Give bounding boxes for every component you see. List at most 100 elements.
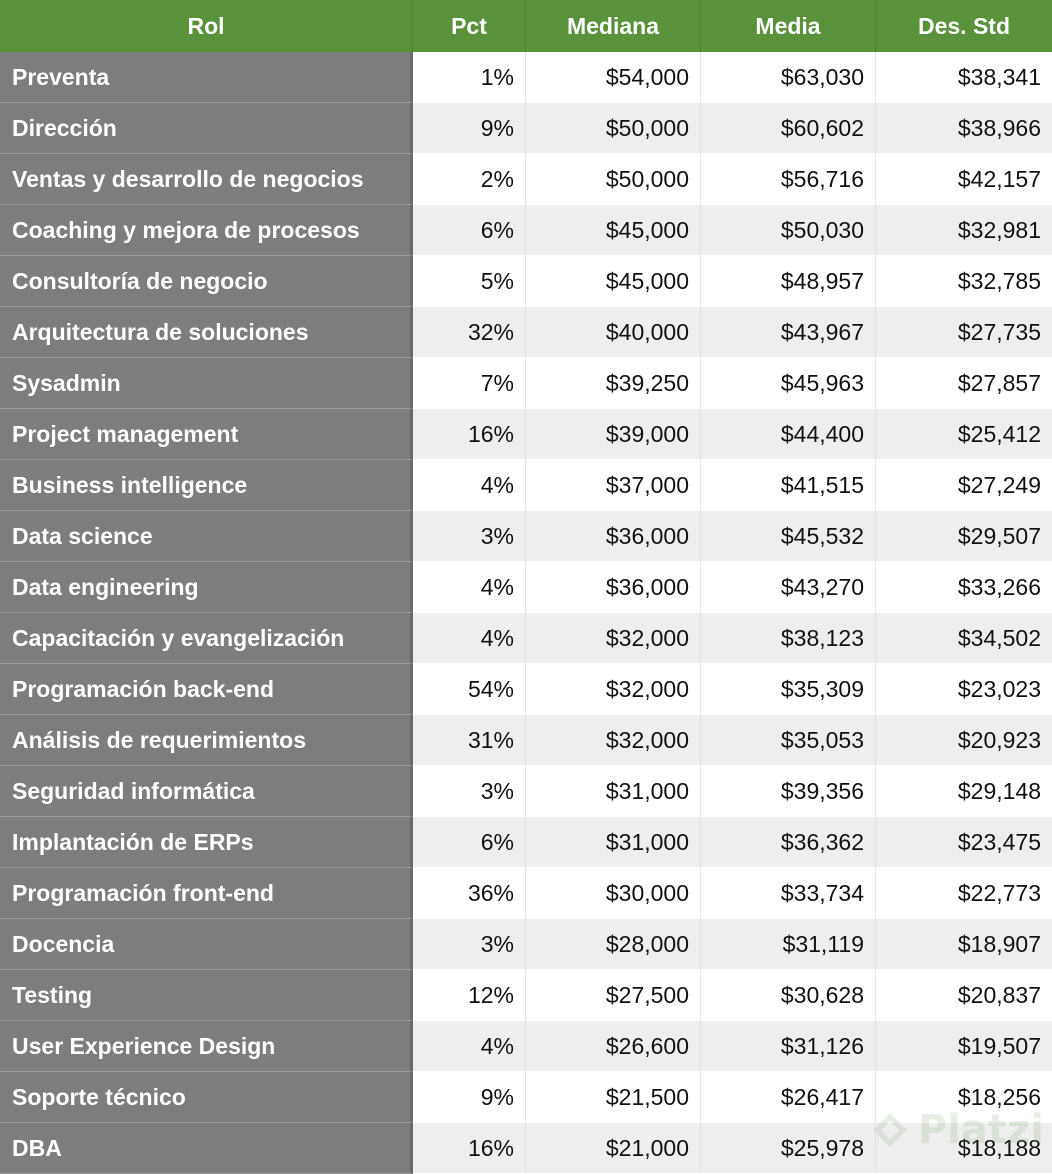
table-row: Ventas y desarrollo de negocios 2% $50,000… [0, 154, 1052, 205]
cell-rol: Programación front-end [0, 868, 413, 919]
cell-media: $30,628 [701, 970, 876, 1021]
cell-mediana: $54,000 [526, 52, 701, 103]
header-mediana: Mediana [526, 0, 701, 52]
cell-rol: Coaching y mejora de procesos [0, 205, 413, 256]
cell-media: $41,515 [701, 460, 876, 511]
cell-mediana: $45,000 [526, 256, 701, 307]
cell-media: $43,967 [701, 307, 876, 358]
cell-pct: 6% [413, 205, 526, 256]
cell-des-std: $20,837 [876, 970, 1052, 1021]
cell-mediana: $28,000 [526, 919, 701, 970]
cell-des-std: $23,023 [876, 664, 1052, 715]
cell-media: $33,734 [701, 868, 876, 919]
cell-media: $44,400 [701, 409, 876, 460]
cell-media: $31,126 [701, 1021, 876, 1072]
cell-pct: 54% [413, 664, 526, 715]
cell-pct: 36% [413, 868, 526, 919]
cell-media: $25,978 [701, 1123, 876, 1174]
cell-pct: 4% [413, 460, 526, 511]
cell-des-std: $23,475 [876, 817, 1052, 868]
table-row: DBA 16% $21,000 $25,978 $18,188 [0, 1123, 1052, 1174]
cell-mediana: $27,500 [526, 970, 701, 1021]
cell-rol: Docencia [0, 919, 413, 970]
cell-pct: 16% [413, 1123, 526, 1174]
cell-rol: Business intelligence [0, 460, 413, 511]
cell-pct: 9% [413, 103, 526, 154]
cell-rol: Programación back-end [0, 664, 413, 715]
cell-rol: Testing [0, 970, 413, 1021]
table-row: Consultoría de negocio 5% $45,000 $48,957 $3… [0, 256, 1052, 307]
cell-rol: Implantación de ERPs [0, 817, 413, 868]
cell-mediana: $39,000 [526, 409, 701, 460]
table-row: Seguridad informática 3% $31,000 $39,356 $29… [0, 766, 1052, 817]
cell-des-std: $27,857 [876, 358, 1052, 409]
table-body: Preventa 1% $54,000 $63,030 $38,341 Dirección… [0, 52, 1052, 1174]
table-row: Data engineering 4% $36,000 $43,270 $33,266 [0, 562, 1052, 613]
header-rol: Rol [0, 0, 413, 52]
table-row: Data science 3% $36,000 $45,532 $29,507 [0, 511, 1052, 562]
cell-mediana: $21,500 [526, 1072, 701, 1123]
cell-media: $60,602 [701, 103, 876, 154]
cell-rol: Sysadmin [0, 358, 413, 409]
header-media: Media [701, 0, 876, 52]
cell-mediana: $50,000 [526, 103, 701, 154]
table-row: Coaching y mejora de procesos 6% $45,000 $5… [0, 205, 1052, 256]
table-row: User Experience Design 4% $26,600 $31,126 $1… [0, 1021, 1052, 1072]
cell-des-std: $42,157 [876, 154, 1052, 205]
cell-rol: Capacitación y evangelización [0, 613, 413, 664]
cell-mediana: $31,000 [526, 766, 701, 817]
cell-pct: 4% [413, 1021, 526, 1072]
cell-pct: 3% [413, 766, 526, 817]
cell-des-std: $27,249 [876, 460, 1052, 511]
cell-mediana: $37,000 [526, 460, 701, 511]
cell-media: $45,532 [701, 511, 876, 562]
cell-mediana: $30,000 [526, 868, 701, 919]
cell-pct: 4% [413, 562, 526, 613]
cell-mediana: $31,000 [526, 817, 701, 868]
cell-mediana: $45,000 [526, 205, 701, 256]
table-row: Programación back-end 54% $32,000 $35,309 $2… [0, 664, 1052, 715]
table-row: Soporte técnico 9% $21,500 $26,417 $18,256 [0, 1072, 1052, 1123]
cell-media: $36,362 [701, 817, 876, 868]
cell-rol: DBA [0, 1123, 413, 1174]
cell-rol: Arquitectura de soluciones [0, 307, 413, 358]
table-row: Sysadmin 7% $39,250 $45,963 $27,857 [0, 358, 1052, 409]
cell-pct: 1% [413, 52, 526, 103]
cell-mediana: $39,250 [526, 358, 701, 409]
cell-des-std: $20,923 [876, 715, 1052, 766]
cell-des-std: $33,266 [876, 562, 1052, 613]
cell-media: $56,716 [701, 154, 876, 205]
cell-des-std: $19,507 [876, 1021, 1052, 1072]
cell-media: $50,030 [701, 205, 876, 256]
cell-media: $38,123 [701, 613, 876, 664]
cell-rol: Soporte técnico [0, 1072, 413, 1123]
cell-rol: Data engineering [0, 562, 413, 613]
cell-pct: 3% [413, 919, 526, 970]
cell-des-std: $27,735 [876, 307, 1052, 358]
cell-mediana: $36,000 [526, 511, 701, 562]
cell-mediana: $50,000 [526, 154, 701, 205]
cell-rol: Data science [0, 511, 413, 562]
cell-rol: User Experience Design [0, 1021, 413, 1072]
cell-media: $31,119 [701, 919, 876, 970]
cell-media: $48,957 [701, 256, 876, 307]
cell-des-std: $22,773 [876, 868, 1052, 919]
cell-mediana: $32,000 [526, 715, 701, 766]
cell-rol: Consultoría de negocio [0, 256, 413, 307]
cell-pct: 9% [413, 1072, 526, 1123]
cell-mediana: $21,000 [526, 1123, 701, 1174]
cell-des-std: $38,966 [876, 103, 1052, 154]
cell-media: $26,417 [701, 1072, 876, 1123]
cell-pct: 31% [413, 715, 526, 766]
cell-pct: 5% [413, 256, 526, 307]
cell-rol: Project management [0, 409, 413, 460]
cell-mediana: $36,000 [526, 562, 701, 613]
cell-rol: Seguridad informática [0, 766, 413, 817]
table-row: Preventa 1% $54,000 $63,030 $38,341 [0, 52, 1052, 103]
cell-des-std: $18,256 [876, 1072, 1052, 1123]
cell-media: $43,270 [701, 562, 876, 613]
table-row: Testing 12% $27,500 $30,628 $20,837 [0, 970, 1052, 1021]
cell-pct: 6% [413, 817, 526, 868]
cell-pct: 16% [413, 409, 526, 460]
cell-rol: Análisis de requerimientos [0, 715, 413, 766]
